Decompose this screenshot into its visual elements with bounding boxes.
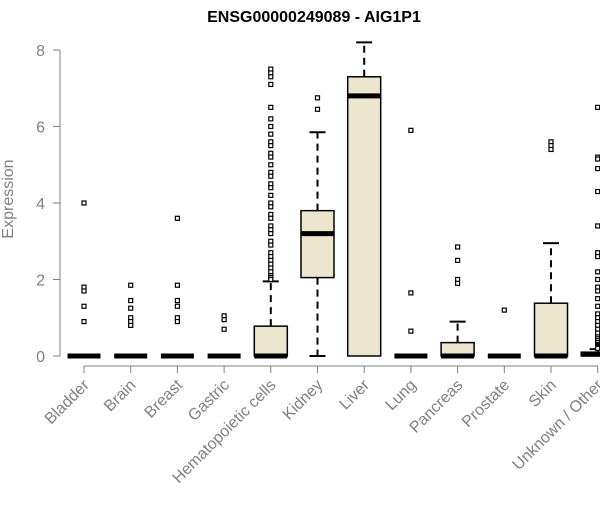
outlier-point — [129, 306, 133, 310]
outlier-point — [269, 132, 273, 136]
outlier-point — [175, 216, 179, 220]
y-tick-label: 6 — [36, 120, 45, 137]
x-tick-label: Kidney — [280, 377, 327, 424]
y-axis: 0 2 4 6 8 — [36, 43, 60, 366]
outlier-point — [409, 329, 413, 333]
outlier-point — [175, 320, 179, 324]
y-tick-label: 0 — [36, 349, 45, 366]
outlier-point — [596, 224, 600, 228]
box — [535, 303, 568, 356]
outlier-point — [269, 144, 273, 148]
outlier-point — [82, 201, 86, 205]
box-group — [441, 245, 474, 356]
outlier-point — [596, 255, 600, 259]
outlier-point — [269, 205, 273, 209]
outlier-point — [316, 96, 320, 100]
x-tick-label: Prostate — [459, 377, 513, 431]
box-group — [254, 67, 287, 356]
outlier-point — [82, 304, 86, 308]
box-group — [301, 96, 334, 356]
box-group — [394, 128, 427, 356]
outlier-point — [269, 216, 273, 220]
outlier-point — [82, 289, 86, 293]
outlier-point — [316, 107, 320, 111]
box-group — [535, 140, 568, 356]
outlier-point — [269, 193, 273, 197]
outlier-point — [129, 323, 133, 327]
x-tick-label: Breast — [142, 376, 187, 421]
outlier-point — [269, 125, 273, 129]
plot-area — [68, 42, 600, 356]
outlier-point — [222, 318, 226, 322]
outlier-point — [222, 327, 226, 331]
box-group — [208, 314, 241, 356]
box — [348, 77, 381, 356]
box — [301, 211, 334, 278]
outlier-point — [269, 174, 273, 178]
outlier-point — [82, 320, 86, 324]
box-group — [161, 216, 194, 356]
chart-title: ENSG00000249089 - AIG1P1 — [207, 9, 421, 26]
outlier-point — [549, 147, 553, 151]
outlier-point — [456, 258, 460, 262]
outlier-point — [596, 289, 600, 293]
x-tick-label: Skin — [526, 377, 560, 411]
outlier-point — [175, 299, 179, 303]
outlier-point — [129, 299, 133, 303]
outlier-point — [502, 308, 506, 312]
outlier-point — [596, 167, 600, 171]
box-group — [488, 308, 521, 356]
box-group — [348, 42, 381, 356]
outlier-point — [596, 190, 600, 194]
outlier-point — [409, 128, 413, 132]
y-tick-label: 2 — [36, 273, 45, 290]
x-tick-label: Lung — [383, 377, 420, 414]
outlier-point — [596, 304, 600, 308]
outlier-point — [269, 117, 273, 121]
box — [254, 326, 287, 356]
box-group — [68, 201, 101, 356]
outlier-point — [269, 75, 273, 79]
x-tick-label: Brain — [101, 377, 139, 415]
outlier-point — [269, 82, 273, 86]
outlier-point — [269, 105, 273, 109]
outlier-point — [596, 346, 600, 350]
outlier-point — [456, 245, 460, 249]
outlier-point — [596, 270, 600, 274]
outlier-point — [175, 283, 179, 287]
outlier-point — [596, 157, 600, 161]
x-tick-label: Bladder — [42, 376, 93, 427]
box-group — [114, 283, 147, 356]
outlier-point — [456, 281, 460, 285]
outlier-point — [409, 291, 413, 295]
outlier-point — [596, 105, 600, 109]
outlier-point — [269, 163, 273, 167]
outlier-point — [269, 155, 273, 159]
x-tick-label: Liver — [336, 376, 373, 413]
y-tick-label: 4 — [36, 196, 45, 213]
outlier-point — [269, 232, 273, 236]
y-tick-label: 8 — [36, 43, 45, 60]
outlier-point — [596, 297, 600, 301]
outlier-point — [269, 278, 273, 282]
outlier-point — [596, 278, 600, 282]
outlier-point — [269, 243, 273, 247]
box-group — [581, 105, 600, 356]
outlier-point — [269, 186, 273, 190]
outlier-point — [175, 304, 179, 308]
outlier-point — [129, 283, 133, 287]
y-axis-label: Expression — [0, 159, 17, 238]
